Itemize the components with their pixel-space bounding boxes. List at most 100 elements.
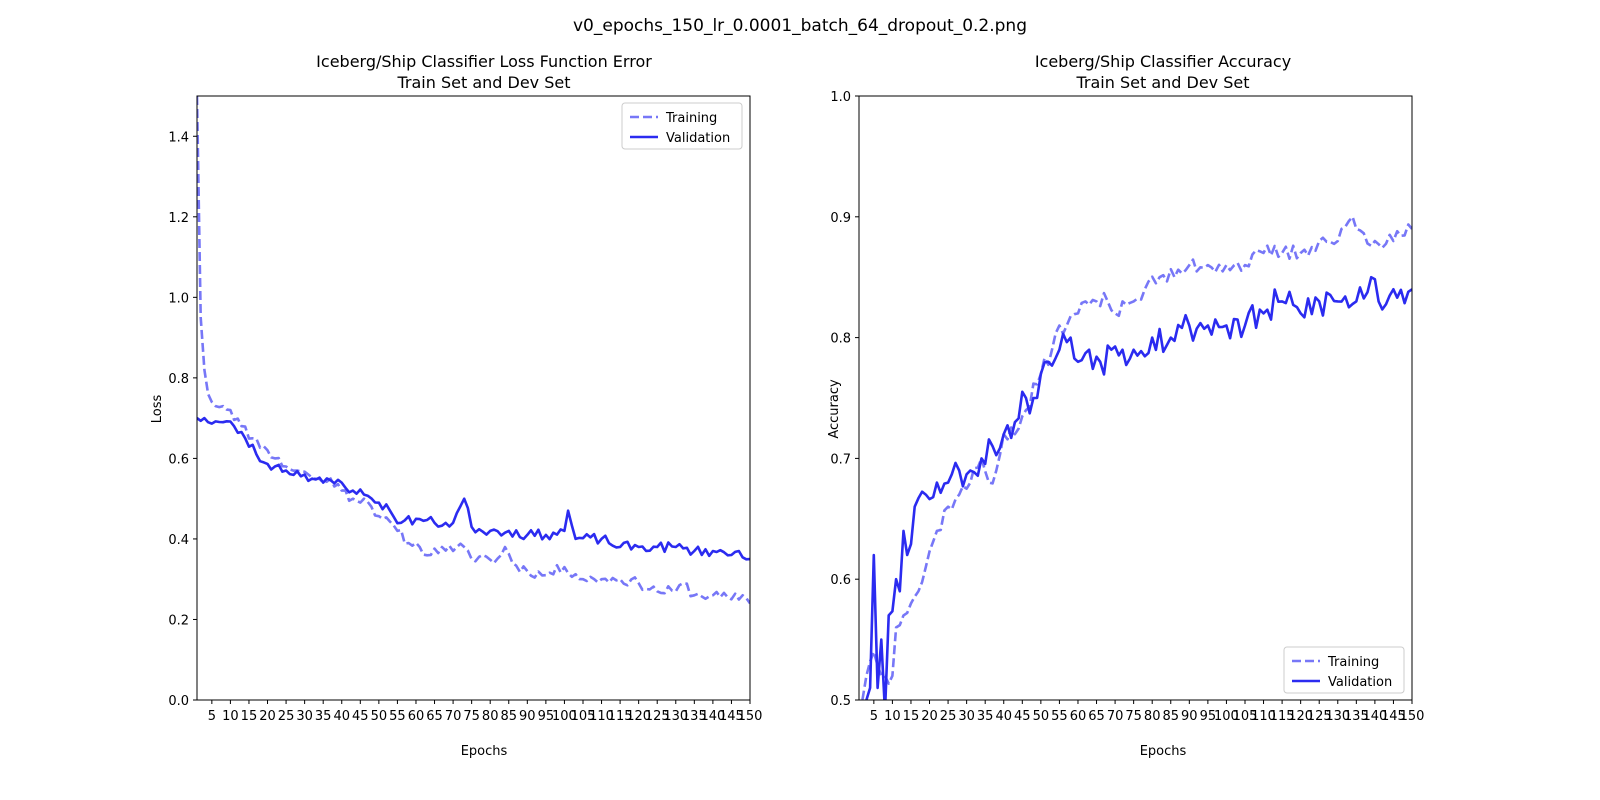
- loss-x-tick-label: 80: [482, 709, 499, 724]
- loss-chart-title-line2: Train Set and Dev Set: [396, 73, 570, 92]
- loss-series-validation-line: [197, 416, 750, 561]
- accuracy-x-tick-label: 120: [1288, 709, 1313, 724]
- loss-chart-title-line1: Iceberg/Ship Classifier Loss Function Er…: [316, 52, 652, 71]
- loss-x-tick-label: 20: [259, 709, 276, 724]
- accuracy-y-tick-label: 0.8: [830, 332, 851, 347]
- loss-x-tick-label: 125: [645, 709, 670, 724]
- accuracy-legend: Training Validation: [1283, 646, 1405, 694]
- loss-x-tick-label: 40: [333, 709, 350, 724]
- loss-x-tick-label: 60: [408, 709, 425, 724]
- loss-legend: Training Validation: [621, 102, 743, 150]
- accuracy-plot-area: 5 10 15 20 25 30 35 40 45 50 55 60 65 70 75 80 85 90 95100…: [830, 90, 1424, 724]
- accuracy-legend-label-validation: Validation: [1328, 675, 1392, 690]
- accuracy-x-tick-label: 50: [1033, 709, 1050, 724]
- accuracy-x-tick-label: 145: [1381, 709, 1406, 724]
- accuracy-x-tick-label: 110: [1251, 709, 1276, 724]
- accuracy-x-tick-label: 125: [1307, 709, 1332, 724]
- accuracy-x-tick-label: 100: [1214, 709, 1239, 724]
- loss-legend-label-validation: Validation: [666, 131, 730, 146]
- accuracy-x-tick-label: 85: [1162, 709, 1179, 724]
- loss-x-tick-label: 95: [538, 709, 555, 724]
- loss-x-tick-label: 30: [296, 709, 313, 724]
- accuracy-x-tick-label: 105: [1233, 709, 1258, 724]
- accuracy-x-tick-label: 65: [1088, 709, 1105, 724]
- accuracy-y-tick-label: 0.7: [830, 452, 851, 467]
- accuracy-x-tick-label: 95: [1200, 709, 1217, 724]
- accuracy-x-axis-label: Epochs: [1140, 744, 1187, 759]
- accuracy-x-tick-label: 20: [921, 709, 938, 724]
- loss-x-tick-label: 145: [719, 709, 744, 724]
- accuracy-x-tick-label: 80: [1144, 709, 1161, 724]
- loss-x-tick-label: 120: [626, 709, 651, 724]
- loss-y-tick-label: 0.4: [168, 533, 189, 548]
- loss-y-tick-label: 0.0: [168, 694, 189, 709]
- loss-x-tick-label: 5: [208, 709, 216, 724]
- accuracy-x-tick-label: 55: [1051, 709, 1068, 724]
- loss-y-tick-label: 0.6: [168, 452, 189, 467]
- loss-x-tick-label: 35: [315, 709, 332, 724]
- accuracy-x-tick-label: 115: [1270, 709, 1295, 724]
- accuracy-chart: Iceberg/Ship Classifier Accuracy Train S…: [827, 52, 1424, 759]
- loss-x-tick-label: 85: [500, 709, 517, 724]
- accuracy-series-training-line: [860, 215, 1412, 700]
- accuracy-x-tick-label: 30: [958, 709, 975, 724]
- accuracy-x-tick-label: 140: [1362, 709, 1387, 724]
- accuracy-series-validation-line: [859, 275, 1412, 700]
- accuracy-x-tick-label: 40: [995, 709, 1012, 724]
- loss-series-training-line: [197, 96, 750, 605]
- loss-y-axis-label: Loss: [150, 395, 165, 424]
- loss-x-tick-label: 100: [552, 709, 577, 724]
- accuracy-x-tick-label: 5: [870, 709, 878, 724]
- loss-x-tick-label: 150: [738, 709, 763, 724]
- loss-y-tick-label: 1.4: [168, 130, 189, 145]
- loss-x-tick-label: 55: [389, 709, 406, 724]
- loss-y-tick-label: 0.2: [168, 613, 189, 628]
- accuracy-x-tick-label: 70: [1107, 709, 1124, 724]
- accuracy-chart-title-line1: Iceberg/Ship Classifier Accuracy: [1035, 52, 1291, 71]
- loss-axes-frame: [196, 95, 751, 701]
- loss-x-tick-label: 140: [700, 709, 725, 724]
- accuracy-legend-label-training: Training: [1327, 655, 1379, 670]
- loss-x-tick-label: 70: [445, 709, 462, 724]
- loss-x-tick-label: 15: [241, 709, 258, 724]
- accuracy-x-tick-label: 90: [1181, 709, 1198, 724]
- loss-x-tick-label: 115: [608, 709, 633, 724]
- accuracy-x-tick-label: 45: [1014, 709, 1031, 724]
- accuracy-x-tick-label: 15: [903, 709, 920, 724]
- loss-x-tick-label: 65: [426, 709, 443, 724]
- loss-x-tick-label: 105: [571, 709, 596, 724]
- loss-x-tick-label: 90: [519, 709, 536, 724]
- accuracy-y-tick-label: 0.5: [830, 694, 851, 709]
- loss-plot-area: 5 10 15 20 25 30 35 40 45 50 55 60 65 70 75 80 85 90 95100…: [168, 95, 763, 724]
- loss-x-tick-label: 75: [463, 709, 480, 724]
- accuracy-y-axis-label: Accuracy: [827, 379, 842, 439]
- accuracy-x-tick-label: 10: [884, 709, 901, 724]
- loss-chart: Iceberg/Ship Classifier Loss Function Er…: [150, 52, 762, 759]
- loss-x-tick-label: 45: [352, 709, 369, 724]
- accuracy-chart-title-line2: Train Set and Dev Set: [1075, 73, 1249, 92]
- loss-x-tick-label: 25: [278, 709, 295, 724]
- accuracy-y-tick-label: 0.9: [830, 211, 851, 226]
- loss-x-tick-label: 10: [222, 709, 239, 724]
- loss-x-tick-label: 50: [371, 709, 388, 724]
- loss-legend-label-training: Training: [665, 111, 717, 126]
- loss-y-tick-label: 1.0: [168, 291, 189, 306]
- loss-y-tick-label: 0.8: [168, 372, 189, 387]
- figure-suptitle: v0_epochs_150_lr_0.0001_batch_64_dropout…: [573, 16, 1027, 36]
- loss-x-tick-label: 135: [682, 709, 707, 724]
- accuracy-x-tick-label: 130: [1325, 709, 1350, 724]
- accuracy-x-tick-label: 25: [940, 709, 957, 724]
- accuracy-x-tick-label: 135: [1344, 709, 1369, 724]
- accuracy-x-tick-label: 60: [1070, 709, 1087, 724]
- accuracy-x-tick-label: 75: [1125, 709, 1142, 724]
- accuracy-x-tick-label: 35: [977, 709, 994, 724]
- loss-x-tick-label: 130: [663, 709, 688, 724]
- accuracy-y-tick-label: 1.0: [830, 90, 851, 105]
- accuracy-y-tick-label: 0.6: [830, 573, 851, 588]
- accuracy-x-tick-label: 150: [1400, 709, 1425, 724]
- loss-x-tick-label: 110: [589, 709, 614, 724]
- accuracy-axes-frame: [858, 95, 1413, 701]
- loss-x-axis-label: Epochs: [461, 744, 508, 759]
- loss-y-tick-label: 1.2: [168, 211, 189, 226]
